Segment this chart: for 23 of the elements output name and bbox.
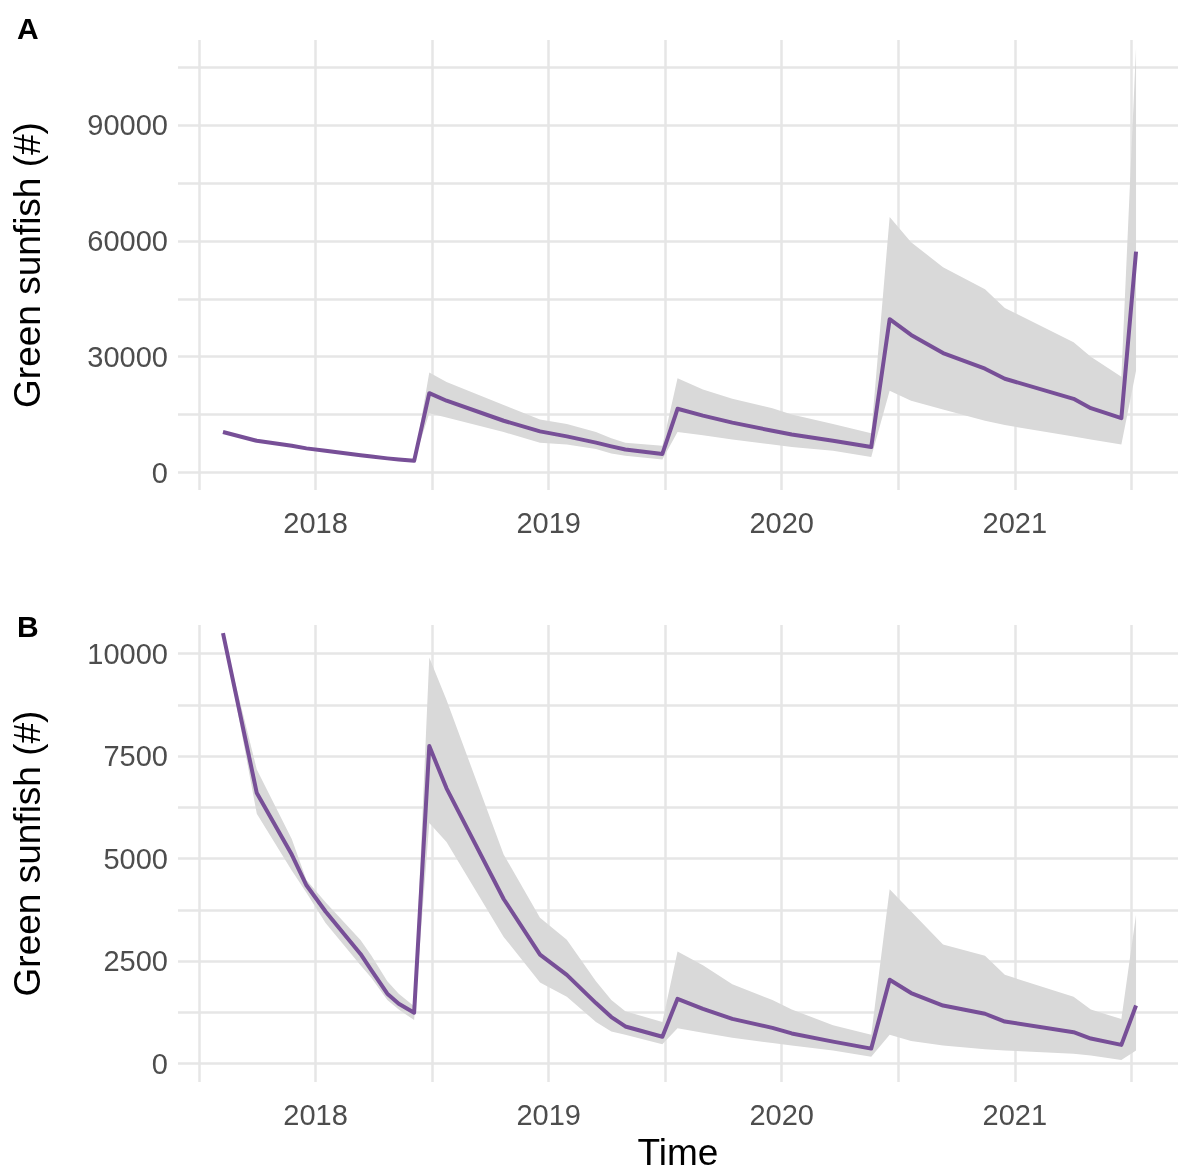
x-tick-label: 2020 xyxy=(749,1098,814,1131)
x-axis-title: Time xyxy=(637,1132,719,1173)
x-tick-label: 2019 xyxy=(516,1098,581,1131)
line-series xyxy=(220,249,1139,463)
x-tick-label: 2018 xyxy=(283,1098,348,1131)
y-tick-label: 90000 xyxy=(87,108,168,141)
y-tick-label: 10000 xyxy=(87,637,168,670)
y-tick-label: 0 xyxy=(151,456,168,489)
x-tick-label: 2018 xyxy=(283,506,348,539)
y-axis-title: Green sunfish (#) xyxy=(7,122,48,408)
x-tick-label: 2021 xyxy=(982,506,1048,539)
y-tick-label: 2500 xyxy=(103,945,168,978)
x-tick-label: 2021 xyxy=(982,1098,1048,1131)
x-tick-label: 2020 xyxy=(749,506,814,539)
y-tick-label: 0 xyxy=(151,1047,168,1080)
chart-title: B xyxy=(17,609,39,643)
x-tick-label: 2019 xyxy=(516,506,581,539)
y-tick-label: 30000 xyxy=(87,340,168,373)
y-tick-label: 7500 xyxy=(103,740,168,773)
chart-title: A xyxy=(17,11,39,45)
y-axis-title: Green sunfish (#) xyxy=(7,710,48,997)
y-tick-label: 5000 xyxy=(103,842,168,875)
y-tick-label: 60000 xyxy=(87,224,168,257)
